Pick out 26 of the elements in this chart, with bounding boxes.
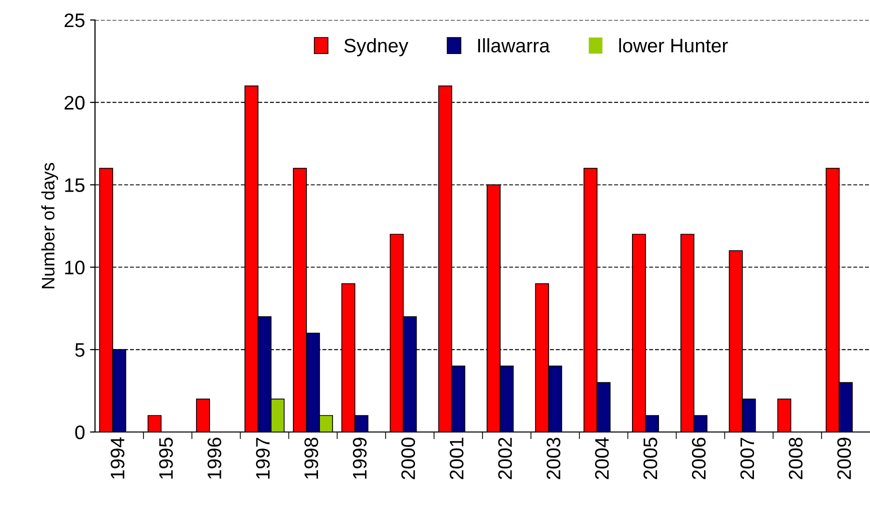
x-tick-label: 2007 [740,438,754,480]
x-tick-label: 2008 [788,438,803,480]
x-tick-label: 2009 [837,438,851,480]
x-tick-label: 1999 [352,438,367,479]
y-tick-label: 15 [65,178,84,192]
x-tick-label: 2004 [595,437,609,480]
legend-label: Sydney [344,38,408,56]
y-tick-label: 10 [65,260,85,274]
x-tick-label: 2000 [401,438,416,480]
y-tick-label: 20 [64,96,85,110]
x-tick-label: 2001 [450,438,464,480]
x-tick-label: 2003 [546,438,560,480]
x-tick-label: 1998 [304,438,318,479]
x-tick-label: 2006 [692,438,706,480]
x-tick-label: 1994 [110,437,124,479]
x-tick-label: 1996 [208,438,222,479]
y-axis-title: Number of days [41,162,58,288]
y-tick-label: 25 [64,13,84,28]
x-tick-label: 1997 [256,438,270,479]
x-tick-label: 2002 [498,438,512,480]
y-tick-label: 5 [75,343,84,357]
legend-label: Illawarra [478,38,550,52]
legend-label: lower Hunter [619,38,728,52]
x-tick-label: 2005 [643,438,658,480]
x-tick-label: 1995 [159,438,173,479]
y-tick-label: 0 [75,425,85,440]
